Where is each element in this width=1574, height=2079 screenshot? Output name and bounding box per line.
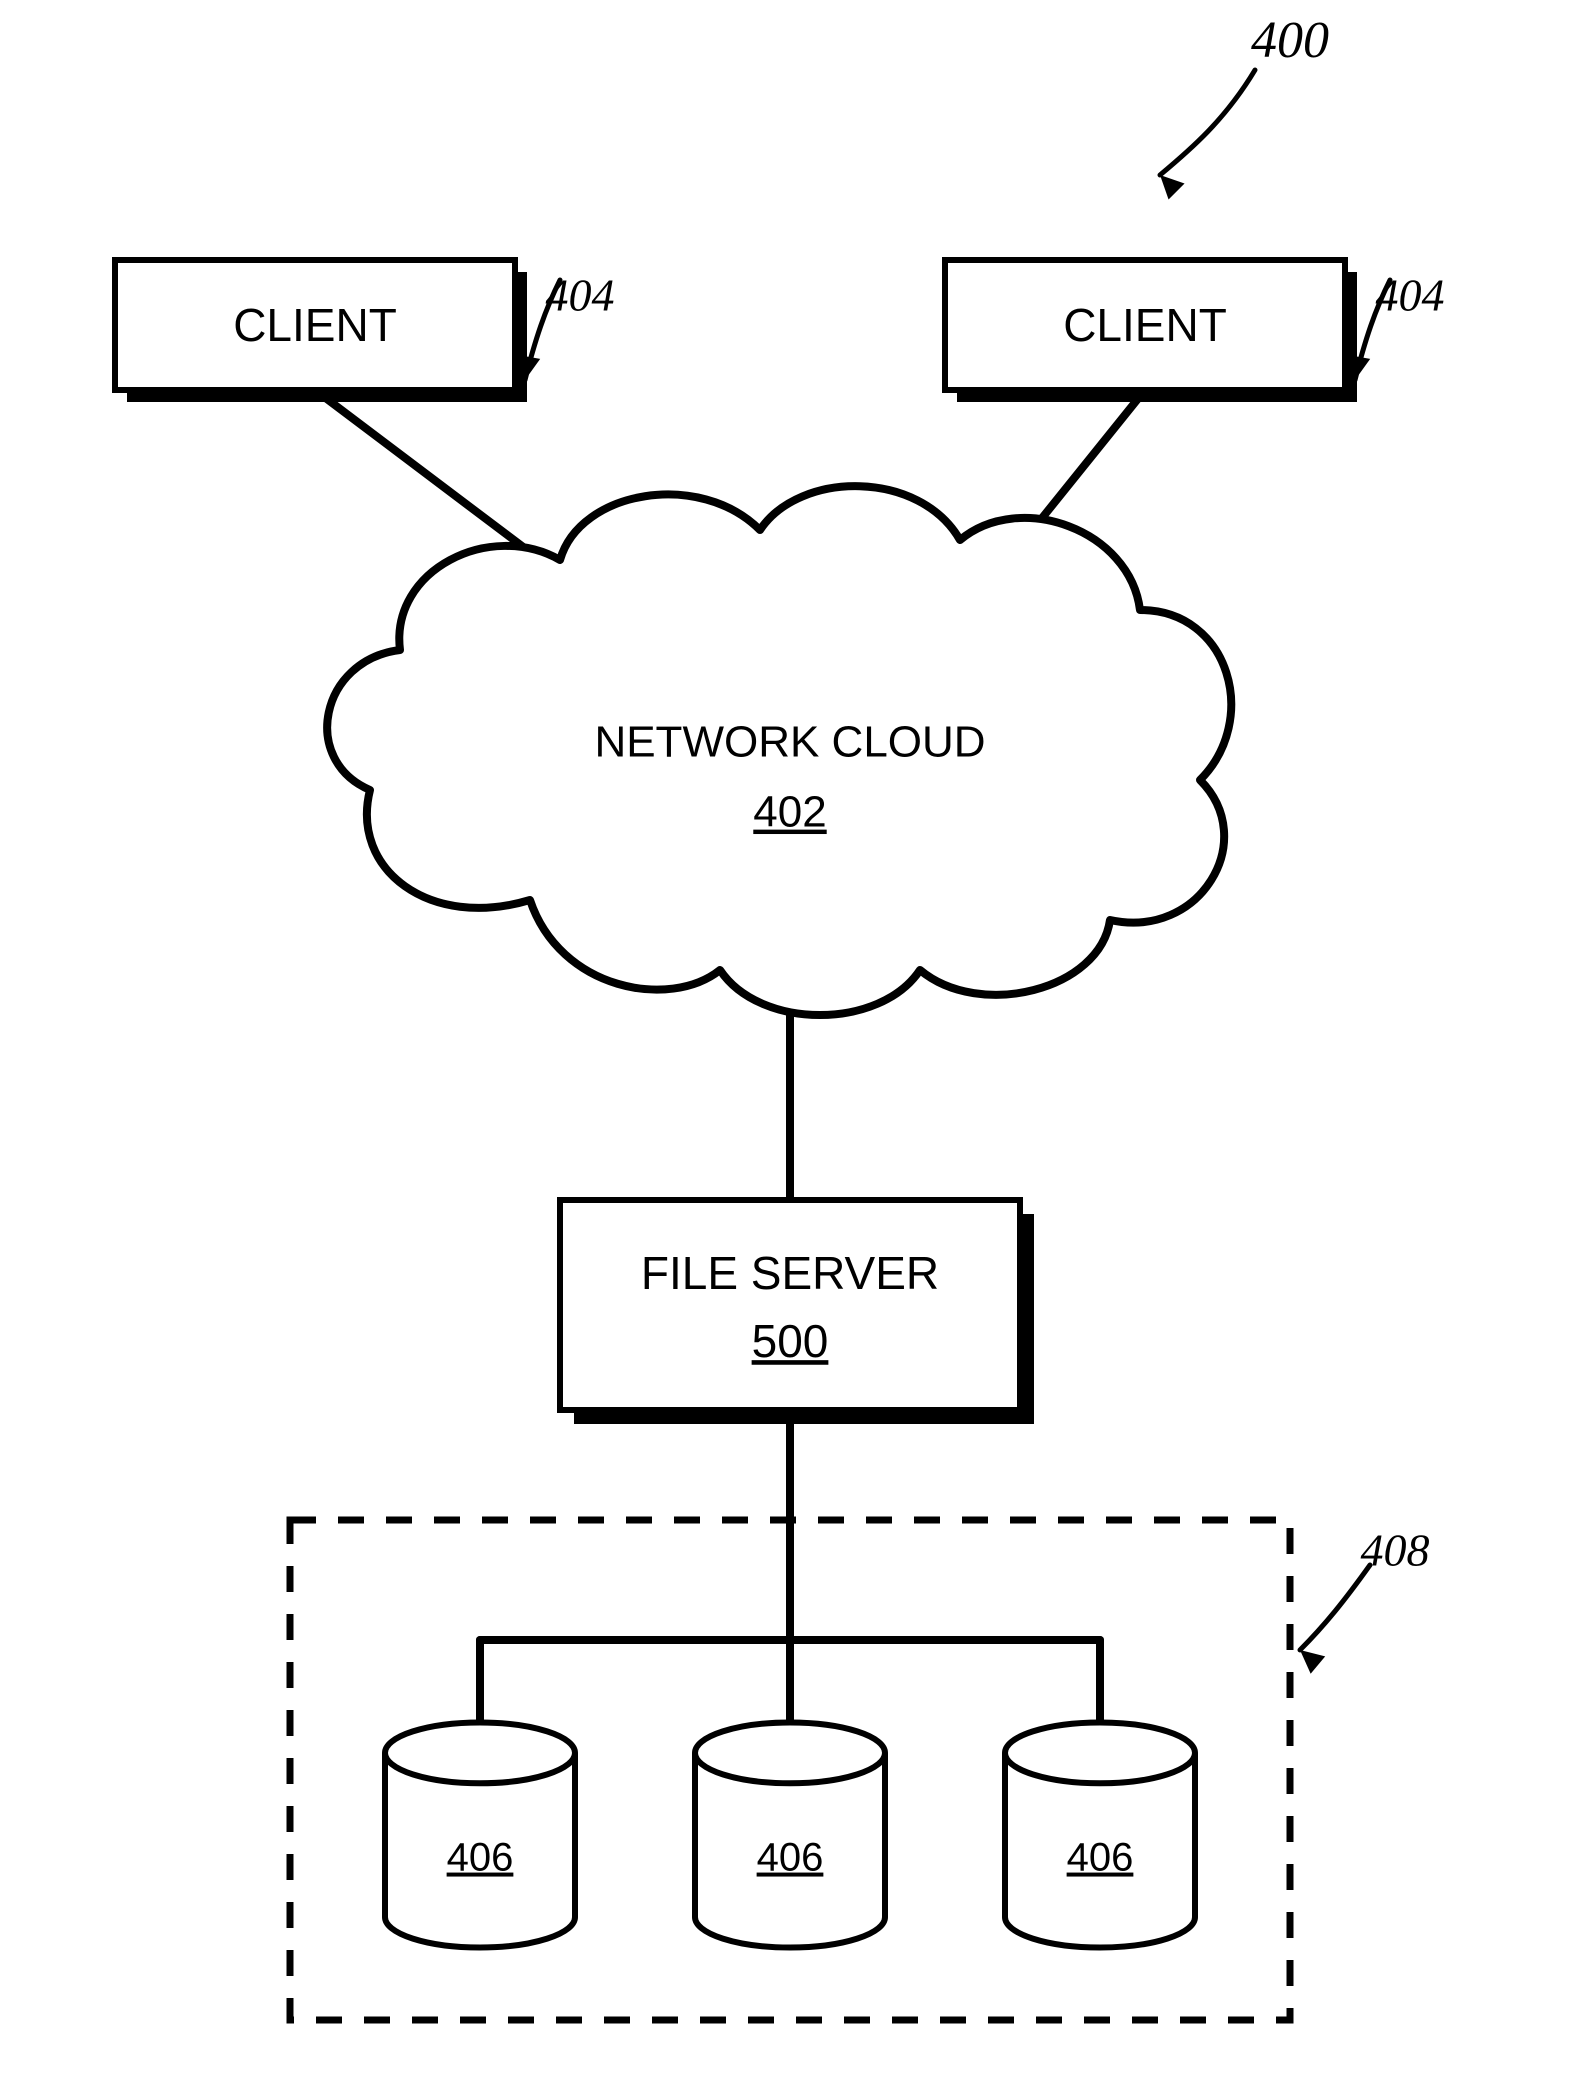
disk-ref-2: 406 [1067,1836,1134,1880]
disk-top-0 [385,1723,575,1784]
file-server-box [560,1200,1020,1410]
cloud-label: NETWORK CLOUD [594,718,985,767]
ref-overall: 400 [1251,12,1329,69]
client-label-right: CLIENT [1063,299,1227,351]
client-label-left: CLIENT [233,299,397,351]
file-server-ref: 500 [752,1315,829,1367]
architecture-diagram: CLIENT CLIENT NETWORK CLOUD 402 FILE SERVER 5… [0,0,1574,2079]
ref-client-right: 404 [1376,270,1445,321]
disk-ref-1: 406 [757,1836,824,1880]
cloud-ref: 402 [753,788,826,837]
disk-ref-0: 406 [447,1836,514,1880]
disk-top-2 [1005,1723,1195,1784]
file-server-label: FILE SERVER [641,1247,939,1299]
disk-top-1 [695,1723,885,1784]
ref-client-left: 404 [546,270,615,321]
